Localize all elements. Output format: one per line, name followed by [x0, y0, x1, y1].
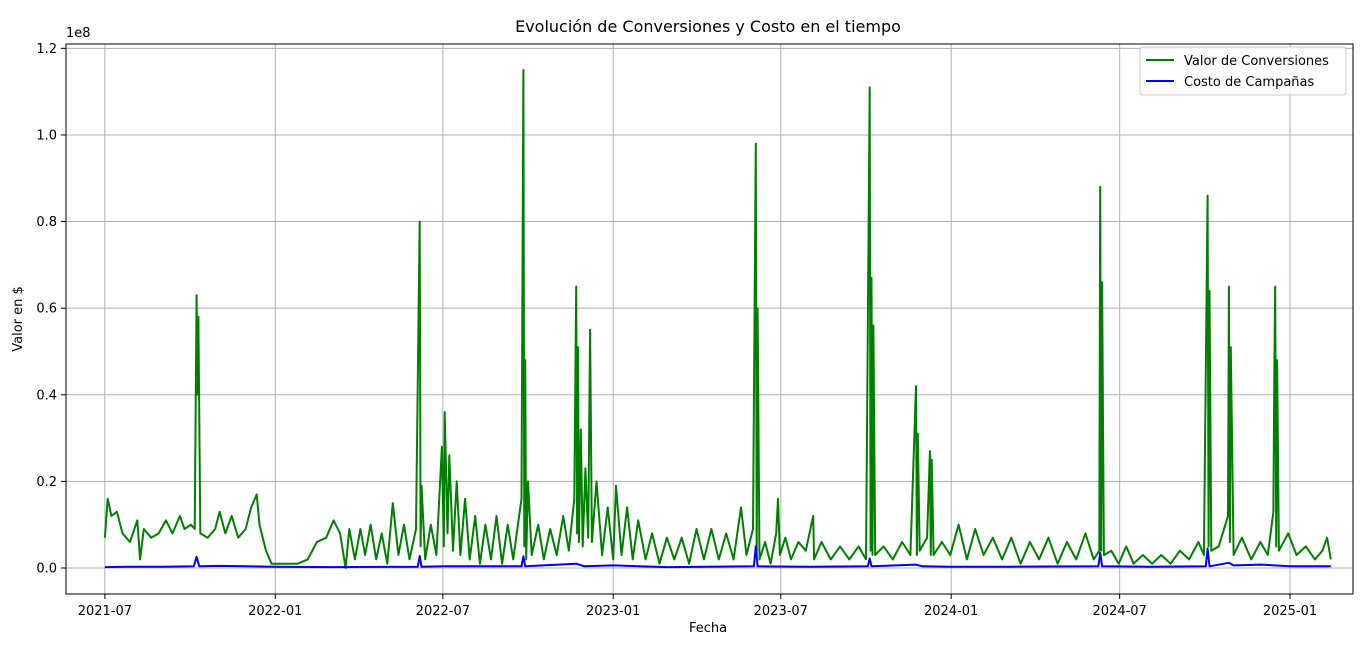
legend-box: [1139, 46, 1347, 96]
x-axis: 2021-07 2022-01 2022-07 2023-01 2023-07 2024-…: [78, 594, 1317, 619]
y-tick-label: 0.0: [36, 562, 57, 577]
legend: Valor de Conversiones Costo de Campañas: [1139, 46, 1347, 96]
x-tick-label: 2025-01: [1263, 604, 1317, 619]
chart-title: Evolución de Conversiones y Costo en el …: [515, 17, 901, 36]
x-tick-label: 2024-01: [924, 604, 978, 619]
series-layer: [103, 69, 1332, 569]
y-tick-label: 1.0: [36, 128, 57, 143]
y-tick-label: 0.6: [36, 302, 57, 317]
y-axis-title: Valor en $: [11, 286, 26, 352]
y-offset-label: 1e8: [66, 26, 91, 41]
series-line-costo: [104, 545, 1331, 569]
legend-label-conversiones: Valor de Conversiones: [1184, 54, 1329, 69]
x-tick-label: 2024-07: [1093, 604, 1147, 619]
x-tick-label: 2022-07: [416, 604, 470, 619]
series-line-conversiones: [103, 69, 1332, 569]
x-axis-title: Fecha: [689, 621, 727, 636]
y-tick-label: 0.2: [36, 475, 57, 490]
y-tick-label: 0.4: [36, 388, 57, 403]
x-tick-label: 2023-07: [754, 604, 808, 619]
legend-label-costo: Costo de Campañas: [1184, 75, 1315, 90]
grid: [66, 44, 1353, 594]
plot-frame: [65, 43, 1354, 595]
x-tick-label: 2023-01: [586, 604, 640, 619]
x-tick-label: 2021-07: [78, 604, 132, 619]
y-tick-label: 0.8: [36, 215, 57, 230]
y-tick-label: 1.2: [36, 42, 57, 57]
x-tick-label: 2022-01: [248, 604, 302, 619]
y-axis: 0.0 0.2 0.4 0.6 0.8 1.0 1.2: [36, 42, 66, 577]
